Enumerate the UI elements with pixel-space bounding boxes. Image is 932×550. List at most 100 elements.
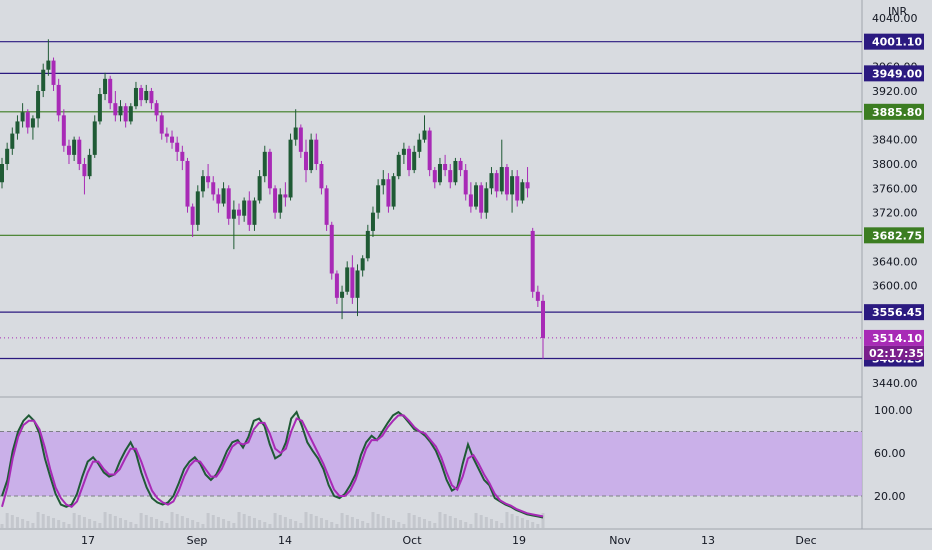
volume-bar bbox=[175, 514, 179, 528]
candle-body bbox=[200, 176, 205, 192]
volume-bar bbox=[108, 514, 112, 528]
candle-body bbox=[175, 142, 180, 152]
candle-body bbox=[340, 291, 345, 298]
countdown-tag: 02:17:35 bbox=[869, 347, 924, 360]
candle-body bbox=[541, 300, 545, 338]
last-price-tag: 3514.10 bbox=[872, 332, 922, 345]
volume-bar bbox=[386, 518, 390, 528]
volume-bar bbox=[180, 516, 184, 528]
candle-body bbox=[345, 267, 350, 292]
candle-body bbox=[0, 164, 4, 183]
volume-bar bbox=[124, 520, 128, 528]
volume-bar bbox=[67, 524, 71, 528]
candle-body bbox=[46, 60, 51, 70]
candle-body bbox=[133, 87, 138, 107]
candle-body bbox=[463, 170, 468, 195]
volume-bar bbox=[515, 516, 519, 528]
volume-bar bbox=[314, 516, 318, 528]
time-axis-label: Oct bbox=[402, 534, 422, 547]
volume-bar bbox=[21, 519, 25, 528]
volume-bar bbox=[500, 523, 504, 528]
volume-bar bbox=[119, 518, 123, 528]
candle-body bbox=[10, 133, 15, 149]
candle-body bbox=[288, 139, 293, 198]
price-tick-label: 3440.00 bbox=[872, 377, 918, 390]
volume-bar bbox=[366, 523, 370, 528]
volume-bar bbox=[505, 512, 509, 528]
candle-body bbox=[329, 224, 334, 274]
candle-body bbox=[190, 206, 195, 225]
candle-body bbox=[216, 194, 221, 204]
stoch-level-label: 20.00 bbox=[874, 490, 906, 503]
candle-body bbox=[510, 176, 515, 195]
volume-bar bbox=[489, 519, 493, 528]
volume-bar bbox=[536, 524, 540, 528]
volume-bar bbox=[299, 523, 303, 528]
candle-body bbox=[458, 160, 463, 171]
price-tick-label: 4040.00 bbox=[872, 12, 918, 25]
candle-body bbox=[391, 176, 396, 207]
candle-body bbox=[87, 154, 92, 177]
volume-bar bbox=[134, 524, 138, 528]
price-tick-label: 3720.00 bbox=[872, 207, 918, 220]
candle-body bbox=[262, 151, 267, 177]
volume-bar bbox=[31, 523, 35, 528]
candle-body bbox=[36, 91, 41, 119]
candle-body bbox=[66, 145, 71, 155]
candle-body bbox=[293, 127, 298, 140]
volume-bar bbox=[412, 515, 416, 528]
candle-body bbox=[360, 258, 365, 271]
volume-bar bbox=[283, 517, 287, 528]
candle-body bbox=[489, 173, 494, 189]
candle-body bbox=[128, 106, 133, 122]
volume-bar bbox=[129, 522, 133, 528]
candle-body bbox=[51, 60, 56, 85]
candle-body bbox=[494, 173, 499, 192]
candle-body bbox=[381, 179, 386, 186]
volume-bar bbox=[237, 512, 241, 528]
level-tag-bg bbox=[864, 103, 924, 120]
candle-body bbox=[20, 112, 25, 122]
candle-body bbox=[334, 273, 339, 298]
volume-bar bbox=[428, 521, 432, 528]
volume-bar bbox=[474, 513, 478, 528]
candle-body bbox=[159, 115, 164, 134]
candle-body bbox=[474, 185, 479, 207]
candle-body bbox=[401, 148, 406, 155]
volume-bar bbox=[294, 521, 298, 528]
level-tag-label: 3682.75 bbox=[872, 229, 922, 242]
candle-body bbox=[422, 130, 427, 140]
volume-bar bbox=[82, 517, 86, 528]
time-axis-label: Dec bbox=[795, 534, 816, 547]
time-axis-label: Sep bbox=[187, 534, 208, 547]
volume-bar bbox=[469, 524, 473, 528]
volume-bar bbox=[371, 512, 375, 528]
candle-body bbox=[226, 188, 231, 219]
candle-body bbox=[437, 164, 442, 183]
volume-bar bbox=[227, 521, 231, 528]
candle-body bbox=[180, 151, 185, 161]
candle-body bbox=[319, 164, 324, 189]
candle-body bbox=[350, 267, 355, 298]
candle-body bbox=[427, 130, 432, 171]
candle-body bbox=[479, 185, 484, 213]
candle-body bbox=[108, 78, 113, 104]
candle-body bbox=[5, 148, 10, 164]
volume-bar bbox=[278, 515, 282, 528]
volume-bar bbox=[361, 521, 365, 528]
volume-bar bbox=[149, 517, 153, 528]
volume-bar bbox=[541, 513, 545, 528]
currency-label: INR bbox=[888, 5, 907, 18]
volume-bar bbox=[247, 516, 251, 528]
price-tick-label: 3800.00 bbox=[872, 158, 918, 171]
stoch-d-line bbox=[1, 414, 544, 518]
level-tag-label: 3885.80 bbox=[872, 106, 922, 119]
time-axis-label: 13 bbox=[701, 534, 715, 547]
volume-bar bbox=[459, 520, 463, 528]
volume-bar bbox=[232, 523, 236, 528]
volume-bar bbox=[10, 515, 14, 528]
candle-body bbox=[355, 270, 360, 298]
candle-body bbox=[30, 118, 35, 128]
volume-bar bbox=[397, 522, 401, 528]
